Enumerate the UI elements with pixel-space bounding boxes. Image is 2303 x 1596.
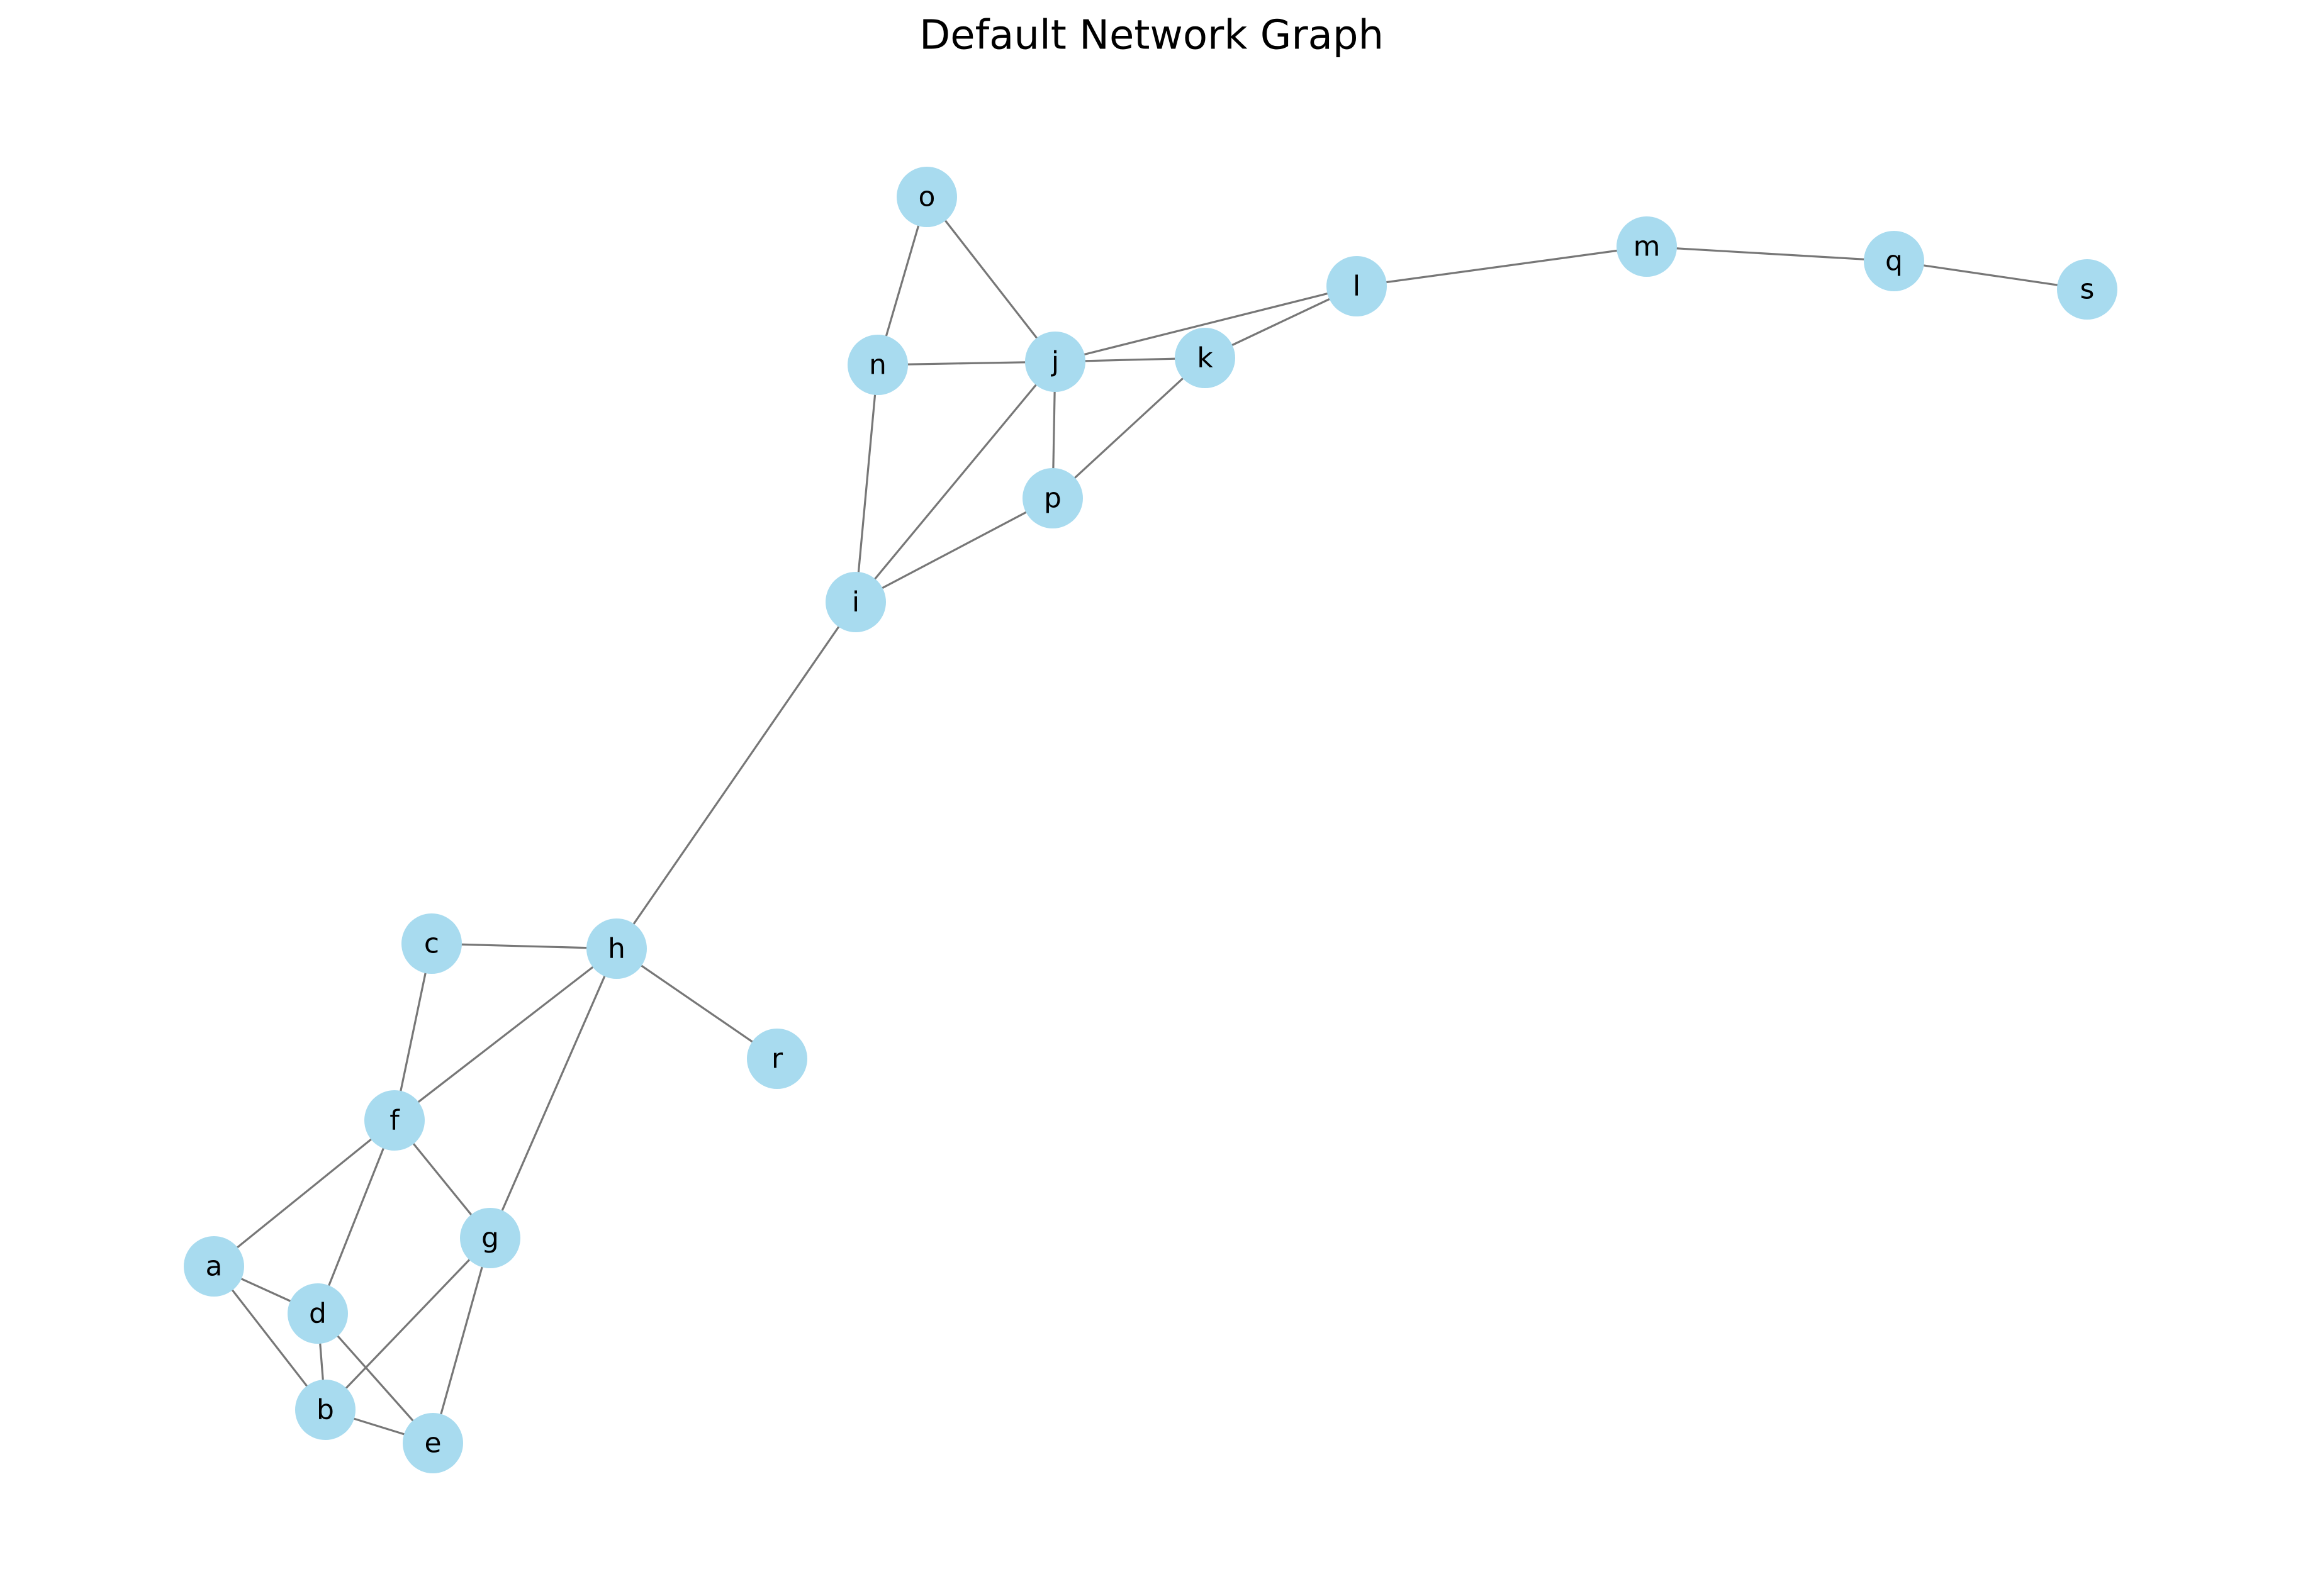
node-e: e — [403, 1413, 463, 1473]
node-f: f — [364, 1090, 425, 1151]
edge-f-d — [317, 1120, 396, 1314]
node-circle-f — [364, 1090, 425, 1151]
edge-k-p — [1051, 357, 1206, 499]
node-circle-e — [403, 1413, 463, 1473]
node-circle-b — [295, 1380, 356, 1440]
graph-title: Default Network Graph — [919, 13, 1384, 59]
edge-l-m — [1356, 245, 1647, 287]
node-circle-s — [2057, 259, 2117, 320]
node-circle-q — [1864, 231, 1924, 291]
node-n: n — [848, 335, 908, 395]
node-label-n: n — [869, 349, 887, 381]
node-circle-g — [460, 1208, 520, 1268]
node-label-c: c — [424, 928, 439, 960]
node-s: s — [2057, 259, 2117, 320]
edge-n-i — [855, 364, 879, 603]
node-circle-k — [1175, 328, 1235, 388]
edge-g-b — [324, 1237, 491, 1411]
edge-h-r — [616, 947, 778, 1060]
node-label-p: p — [1044, 483, 1062, 515]
node-circle-r — [747, 1029, 807, 1089]
node-r: r — [747, 1029, 807, 1089]
node-circle-c — [401, 913, 462, 974]
node-g: g — [460, 1208, 520, 1268]
edge-g-e — [432, 1237, 491, 1444]
node-circle-m — [1617, 216, 1677, 277]
node-b: b — [295, 1380, 356, 1440]
node-h: h — [586, 918, 647, 979]
node-m: m — [1617, 216, 1677, 277]
node-label-l: l — [1353, 271, 1360, 303]
edge-q-s — [1893, 260, 2088, 291]
node-d: d — [288, 1283, 348, 1344]
node-circle-o — [897, 167, 957, 227]
node-label-s: s — [2080, 274, 2095, 306]
node-circle-j — [1025, 332, 1085, 392]
node-circle-p — [1023, 468, 1083, 528]
node-circle-h — [586, 918, 647, 979]
node-label-k: k — [1197, 342, 1213, 374]
node-label-o: o — [919, 181, 936, 213]
edge-m-q — [1646, 245, 1895, 262]
node-q: q — [1864, 231, 1924, 291]
edge-p-i — [855, 497, 1053, 603]
edge-j-i — [855, 360, 1056, 603]
edge-a-b — [213, 1266, 327, 1410]
node-label-r: r — [771, 1043, 783, 1075]
node-circle-a — [184, 1236, 244, 1297]
node-label-h: h — [608, 933, 625, 965]
node-a: a — [184, 1236, 244, 1297]
node-label-m: m — [1633, 231, 1661, 263]
node-label-i: i — [852, 586, 860, 618]
nodes-layer: a b c d e f g h i j k l m n o p q r s — [184, 167, 2117, 1473]
edge-o-j — [926, 196, 1056, 362]
node-circle-n — [848, 335, 908, 395]
node-circle-i — [826, 572, 886, 632]
edge-i-h — [615, 601, 857, 949]
node-circle-l — [1326, 256, 1387, 316]
node-k: k — [1175, 328, 1235, 388]
edge-h-g — [489, 948, 618, 1239]
node-label-b: b — [317, 1394, 334, 1426]
node-circle-d — [288, 1283, 348, 1344]
node-i: i — [826, 572, 886, 632]
node-label-g: g — [481, 1222, 499, 1254]
node-p: p — [1023, 468, 1083, 528]
node-o: o — [897, 167, 957, 227]
node-label-e: e — [424, 1427, 441, 1459]
node-c: c — [401, 913, 462, 974]
node-j: j — [1025, 332, 1085, 392]
node-label-d: d — [309, 1298, 327, 1330]
node-label-f: f — [389, 1105, 400, 1137]
node-label-a: a — [206, 1251, 223, 1283]
edge-f-a — [213, 1119, 396, 1268]
edge-j-l — [1055, 285, 1357, 363]
node-l: l — [1326, 256, 1387, 316]
node-label-j: j — [1051, 346, 1059, 378]
edge-c-h — [431, 942, 617, 950]
edge-h-f — [394, 947, 617, 1122]
node-label-q: q — [1885, 245, 1903, 277]
